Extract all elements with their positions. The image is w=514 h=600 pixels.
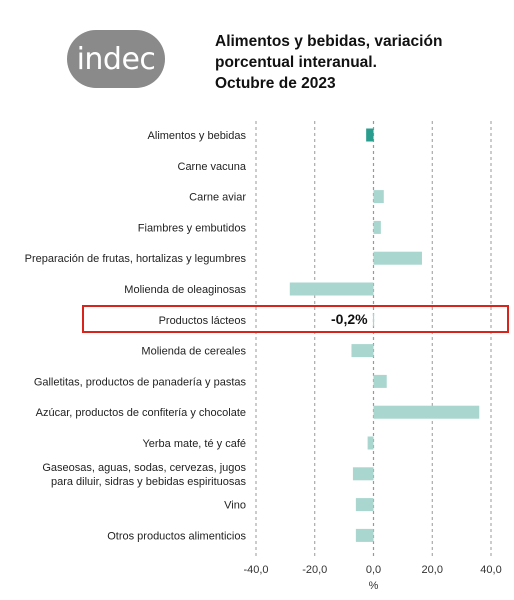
x-tick-label: 0,0 (366, 564, 381, 576)
bar (355, 528, 374, 542)
title-line-2: porcentual interanual. (215, 54, 377, 71)
bar (367, 436, 374, 450)
indec-logo: indec (67, 30, 165, 88)
bar (373, 374, 387, 388)
bar (372, 313, 375, 327)
x-tick-label: -40,0 (243, 564, 268, 576)
x-tick-label: -20,0 (302, 564, 327, 576)
highlight-value-label: -0,2% (331, 311, 368, 327)
bar (355, 498, 374, 512)
category-label: Vino (224, 500, 246, 512)
category-label: Yerba mate, té y café (142, 438, 246, 450)
category-label: Productos lácteos (159, 315, 247, 327)
x-tick-label: 20,0 (422, 564, 443, 576)
bar (289, 282, 374, 296)
category-label: Otros productos alimenticios (107, 530, 246, 542)
category-label: Alimentos y bebidas (148, 130, 247, 142)
category-label: Gaseosas, aguas, sodas, cervezas, jugos (42, 462, 246, 474)
title-line-3: Octubre de 2023 (215, 75, 336, 92)
x-axis-label: % (369, 580, 379, 592)
x-tick-label: 40,0 (480, 564, 501, 576)
category-label: Carne aviar (189, 192, 246, 204)
bar (352, 467, 374, 481)
bar (366, 128, 374, 142)
category-label: Carne vacuna (178, 161, 247, 173)
category-label: Fiambres y embutidos (138, 222, 247, 234)
bar (351, 344, 374, 358)
bar (373, 190, 384, 204)
category-label: Galletitas, productos de panadería y pas… (34, 376, 247, 388)
category-label: Preparación de frutas, hortalizas y legu… (25, 253, 247, 265)
bar (373, 220, 381, 234)
category-label: Molienda de cereales (141, 346, 246, 358)
chart-title: Alimentos y bebidas, variación porcentua… (215, 31, 505, 94)
title-line-1: Alimentos y bebidas, variación (215, 33, 443, 50)
bar (373, 405, 480, 419)
category-label: Molienda de oleaginosas (124, 284, 246, 296)
category-label: Azúcar, productos de confitería y chocol… (36, 407, 246, 419)
category-label: para diluir, sidras y bebidas espirituos… (51, 476, 247, 488)
bar (373, 251, 422, 265)
highlight-box (82, 305, 509, 333)
